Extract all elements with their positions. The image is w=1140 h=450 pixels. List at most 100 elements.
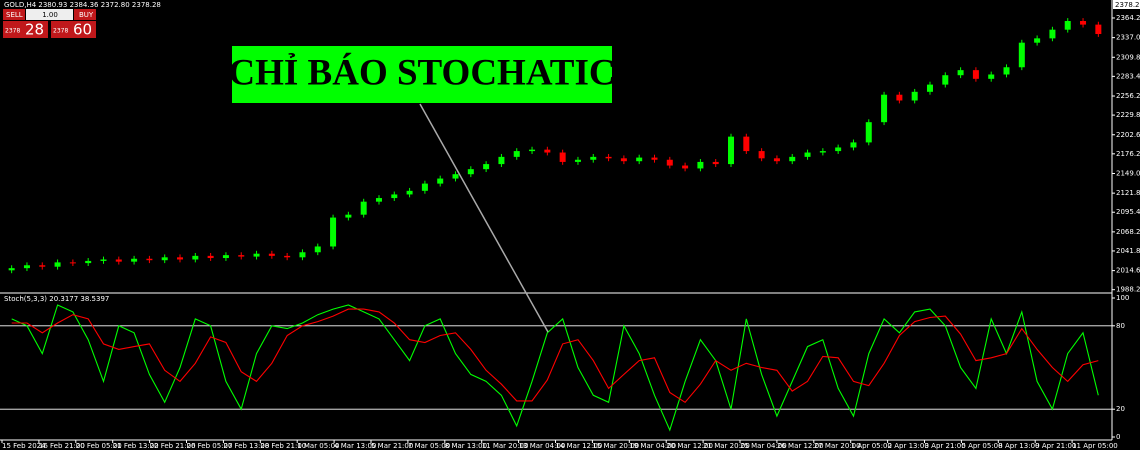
candle-body	[988, 74, 995, 79]
candle-body	[69, 262, 76, 264]
x-tick-label: 8 Apr 13:00	[998, 442, 1039, 450]
candle-body	[712, 161, 719, 165]
candle-body	[8, 268, 15, 271]
y-tick-label: 2256.20	[1116, 92, 1140, 100]
candle-body	[513, 151, 520, 157]
candle-body	[375, 198, 382, 202]
candle-body	[452, 174, 459, 179]
y-tick-label: 80	[1116, 322, 1125, 330]
x-tick-label: 20 Feb 05:00	[76, 442, 122, 450]
candle-body	[574, 159, 581, 162]
candle-body	[146, 258, 153, 261]
candle-body	[1018, 42, 1025, 68]
y-tick-label: 2068.20	[1116, 228, 1140, 236]
candle-body	[421, 183, 428, 191]
x-tick-label: 1 Mar 05:00	[297, 442, 339, 450]
y-tick-label: 2202.60	[1116, 131, 1140, 139]
buy-price-big: 60	[73, 21, 92, 39]
candle-body	[284, 255, 291, 258]
x-tick-label: 16 Feb 21:00	[39, 442, 85, 450]
x-tick-label: 11 Mar 20:00	[482, 442, 529, 450]
x-tick-label: 19 Mar 04:00	[629, 442, 676, 450]
x-tick-label: 2 Apr 13:00	[888, 442, 929, 450]
x-tick-label: 15 Mar 20:00	[592, 442, 639, 450]
stoch-title: Stoch(5,3,3) 20.3177 38.5397	[4, 295, 109, 303]
y-tick-label: 2337.00	[1116, 34, 1140, 42]
candle-body	[299, 252, 306, 258]
y-tick-label: 100	[1116, 294, 1129, 302]
stoch-line	[11, 308, 1099, 404]
x-tick-label: 11 Apr 05:00	[1072, 442, 1118, 450]
annotation-text: CHỈ BÁO STOCHATIC	[228, 51, 615, 93]
candle-body	[161, 257, 168, 261]
y-tick-label: 2014.60	[1116, 267, 1140, 275]
candle-body	[222, 255, 229, 259]
y-tick-label: 2229.80	[1116, 111, 1140, 119]
stoch-line	[11, 304, 1099, 432]
candle-body	[330, 217, 337, 247]
candle-body	[437, 178, 444, 184]
x-tick-label: 13 Mar 04:00	[519, 442, 566, 450]
sell-button[interactable]	[3, 9, 25, 20]
x-tick-label: 28 Feb 21:00	[260, 442, 306, 450]
candle-body	[697, 161, 704, 169]
candle-body	[54, 262, 61, 267]
annotation-box	[232, 46, 612, 103]
y-tick-label: 2283.40	[1116, 72, 1140, 80]
y-tick-label: 2364.20	[1116, 14, 1140, 22]
x-tick-label: 26 Feb 05:00	[187, 442, 233, 450]
y-tick-label: 2149.00	[1116, 169, 1140, 177]
candle-body	[728, 136, 735, 165]
sell-price-box[interactable]	[3, 21, 48, 38]
candle-body	[544, 149, 551, 153]
candle-body	[39, 265, 46, 267]
candle-body	[651, 157, 658, 160]
candle-body	[942, 75, 949, 85]
lot-field[interactable]	[26, 9, 73, 20]
candle-body	[391, 194, 398, 199]
candle-body	[758, 151, 765, 159]
buy-price-box[interactable]	[51, 21, 96, 38]
x-tick-label: 27 Feb 13:00	[223, 442, 269, 450]
x-tick-label: 27 Mar 20:00	[814, 442, 861, 450]
current-price: 2378.28	[1115, 1, 1140, 9]
candle-body	[1064, 21, 1071, 30]
candle-body	[835, 147, 842, 152]
candle-body	[972, 70, 979, 79]
candle-body	[529, 149, 536, 152]
candle-body	[115, 259, 122, 262]
candle-body	[1049, 29, 1056, 39]
candle-body	[406, 190, 413, 195]
trade-panel: SELL 1.00 BUY 2378 28 2378 60	[3, 9, 96, 39]
candle-body	[467, 169, 474, 175]
y-tick-label: 2095.40	[1116, 208, 1140, 216]
x-tick-label: 26 Mar 12:00	[777, 442, 824, 450]
marks: 2364.20 2337.00 2309.80 2283.40 2256.20 2229.…	[0, 14, 1140, 450]
candle-body	[819, 151, 826, 153]
sell-price-big: 28	[25, 21, 44, 39]
buy-button[interactable]	[74, 9, 96, 20]
x-tick-label: 7 Mar 05:00	[408, 442, 450, 450]
candle-body	[666, 159, 673, 166]
x-tick-label: 22 Feb 21:00	[150, 442, 196, 450]
candle-body	[314, 246, 321, 253]
candle-body	[360, 201, 367, 215]
y-tick-label: 20	[1116, 405, 1125, 413]
candle-body	[636, 157, 643, 162]
lot-value: 1.00	[42, 11, 58, 19]
candle-body	[268, 253, 275, 256]
x-tick-label: 5 Mar 21:00	[371, 442, 413, 450]
candle-body	[559, 152, 566, 162]
candle-body	[957, 70, 964, 76]
candle-body	[773, 158, 780, 162]
y-tick-label: 2176.20	[1116, 150, 1140, 158]
candle-body	[85, 260, 92, 264]
x-tick-label: 21 Feb 13:00	[113, 442, 159, 450]
candle-body	[865, 122, 872, 143]
y-tick-label: 2041.80	[1116, 247, 1140, 255]
candle-body	[590, 156, 597, 160]
candle-body	[911, 91, 918, 101]
x-tick-label: 3 Apr 21:00	[925, 442, 966, 450]
candle-body	[1095, 24, 1102, 35]
